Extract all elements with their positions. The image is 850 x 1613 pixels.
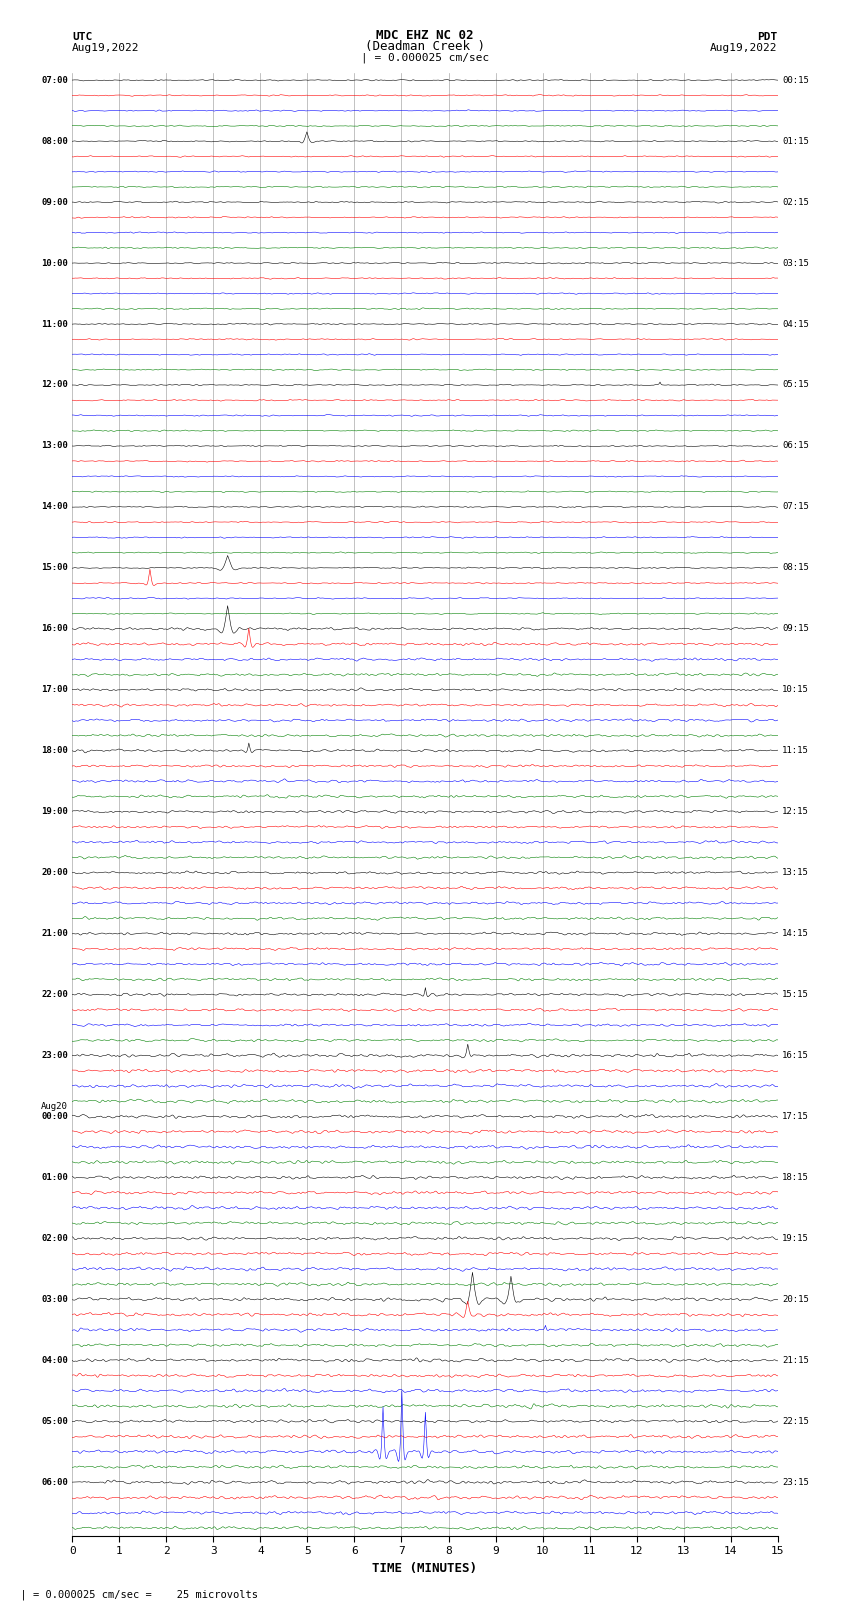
Text: 16:00: 16:00 [41,624,68,634]
Text: 00:00: 00:00 [41,1111,68,1121]
Text: 17:00: 17:00 [41,686,68,694]
Text: 22:15: 22:15 [782,1416,809,1426]
Text: 11:15: 11:15 [782,747,809,755]
Text: 07:00: 07:00 [41,76,68,85]
Text: 03:00: 03:00 [41,1295,68,1303]
Text: 03:15: 03:15 [782,258,809,268]
Text: 23:00: 23:00 [41,1052,68,1060]
Text: 08:00: 08:00 [41,137,68,145]
Text: MDC EHZ NC 02: MDC EHZ NC 02 [377,29,473,42]
Text: (Deadman Creek ): (Deadman Creek ) [365,40,485,53]
Text: 04:00: 04:00 [41,1357,68,1365]
Text: Aug20: Aug20 [41,1102,68,1111]
Text: 20:00: 20:00 [41,868,68,877]
Text: | = 0.000025 cm/sec: | = 0.000025 cm/sec [361,52,489,63]
Text: | = 0.000025 cm/sec =    25 microvolts: | = 0.000025 cm/sec = 25 microvolts [8,1589,258,1600]
Text: 09:00: 09:00 [41,198,68,206]
Text: 09:15: 09:15 [782,624,809,634]
Text: 10:15: 10:15 [782,686,809,694]
Text: 05:15: 05:15 [782,381,809,389]
Text: 06:00: 06:00 [41,1478,68,1487]
Text: 05:00: 05:00 [41,1416,68,1426]
Text: 18:15: 18:15 [782,1173,809,1182]
Text: 22:00: 22:00 [41,990,68,998]
Text: 04:15: 04:15 [782,319,809,329]
Text: 15:15: 15:15 [782,990,809,998]
Text: 20:15: 20:15 [782,1295,809,1303]
Text: 19:00: 19:00 [41,806,68,816]
Text: 02:15: 02:15 [782,198,809,206]
Text: 13:15: 13:15 [782,868,809,877]
Text: 18:00: 18:00 [41,747,68,755]
Text: 00:15: 00:15 [782,76,809,85]
Text: 02:00: 02:00 [41,1234,68,1244]
Text: 06:15: 06:15 [782,442,809,450]
Text: 14:00: 14:00 [41,502,68,511]
Text: 12:15: 12:15 [782,806,809,816]
Text: 15:00: 15:00 [41,563,68,573]
Text: 23:15: 23:15 [782,1478,809,1487]
Text: 01:00: 01:00 [41,1173,68,1182]
Text: Aug19,2022: Aug19,2022 [72,44,139,53]
Text: 01:15: 01:15 [782,137,809,145]
Text: 16:15: 16:15 [782,1052,809,1060]
Text: 19:15: 19:15 [782,1234,809,1244]
Text: 10:00: 10:00 [41,258,68,268]
Text: 12:00: 12:00 [41,381,68,389]
Text: 21:15: 21:15 [782,1357,809,1365]
Text: 08:15: 08:15 [782,563,809,573]
X-axis label: TIME (MINUTES): TIME (MINUTES) [372,1561,478,1574]
Text: 11:00: 11:00 [41,319,68,329]
Text: 14:15: 14:15 [782,929,809,939]
Text: 13:00: 13:00 [41,442,68,450]
Text: Aug19,2022: Aug19,2022 [711,44,778,53]
Text: PDT: PDT [757,32,778,42]
Text: UTC: UTC [72,32,93,42]
Text: 07:15: 07:15 [782,502,809,511]
Text: 21:00: 21:00 [41,929,68,939]
Text: 17:15: 17:15 [782,1111,809,1121]
